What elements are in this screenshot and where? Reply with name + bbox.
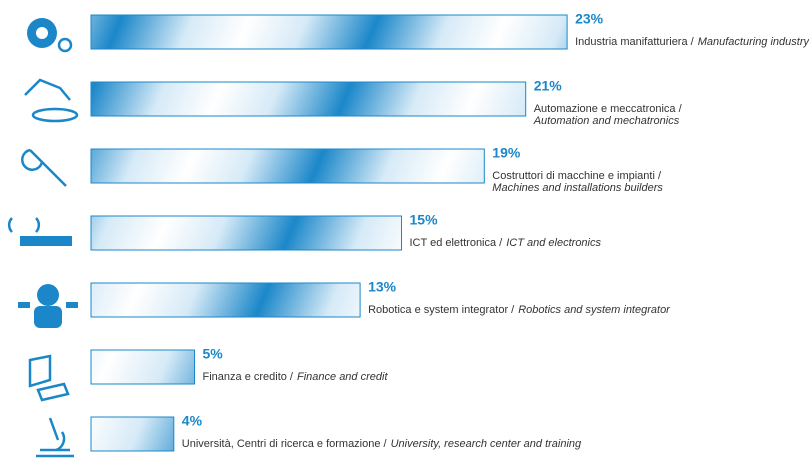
category-label: Industria manifatturiera / Manufacturing … xyxy=(575,36,809,48)
bar xyxy=(90,148,485,184)
icons xyxy=(7,18,79,458)
value-label: 23% xyxy=(575,11,604,27)
bar xyxy=(90,282,361,318)
category-en: Manufacturing industry xyxy=(698,36,809,48)
category-it: Università, Centri di ricerca e formazio… xyxy=(182,438,388,450)
category-en: ICT and electronics xyxy=(506,237,601,249)
category-it: Industria manifatturiera / xyxy=(575,36,695,48)
category-it: Finanza e credito / xyxy=(203,371,294,383)
category-en: Automation and mechatronics xyxy=(533,115,680,127)
bar xyxy=(90,349,195,385)
category-it: ICT ed elettronica / xyxy=(410,237,504,249)
category-label: Automazione e meccatronica / Automation a… xyxy=(533,103,683,127)
category-label: ICT ed elettronica / ICT and electronics xyxy=(410,237,602,249)
category-label: Robotica e system integrator / Robotics a… xyxy=(368,304,671,316)
value-label: 5% xyxy=(203,346,224,362)
router-icon xyxy=(7,217,72,246)
robot-icon xyxy=(18,284,78,328)
bar xyxy=(90,14,568,50)
value-label: 4% xyxy=(182,413,203,429)
microscope-icon xyxy=(36,417,74,458)
robot-arm-icon xyxy=(24,78,79,123)
category-en: Robotics and system integrator xyxy=(518,304,671,316)
book-icon xyxy=(28,354,70,402)
value-label: 15% xyxy=(410,212,439,228)
bar xyxy=(90,416,175,452)
category-en: Machines and installations builders xyxy=(492,182,663,194)
value-label: 19% xyxy=(492,145,521,161)
category-en: University, research center and training xyxy=(391,438,582,450)
category-it: Automazione e meccatronica / xyxy=(534,103,683,115)
category-label: Costruttori di macchine e impianti / Mach… xyxy=(492,170,663,194)
value-label: 21% xyxy=(534,78,563,94)
category-label: Finanza e credito / Finance and credit xyxy=(203,371,389,383)
wrench-icon xyxy=(21,148,67,187)
bar xyxy=(90,81,527,117)
bar xyxy=(90,215,402,251)
gears-icon xyxy=(27,18,73,53)
category-it: Costruttori di macchine e impianti / xyxy=(492,170,662,182)
value-label: 13% xyxy=(368,279,397,295)
category-en: Finance and credit xyxy=(297,371,388,383)
category-it: Robotica e system integrator / xyxy=(368,304,515,316)
category-label: Università, Centri di ricerca e formazio… xyxy=(182,438,582,450)
